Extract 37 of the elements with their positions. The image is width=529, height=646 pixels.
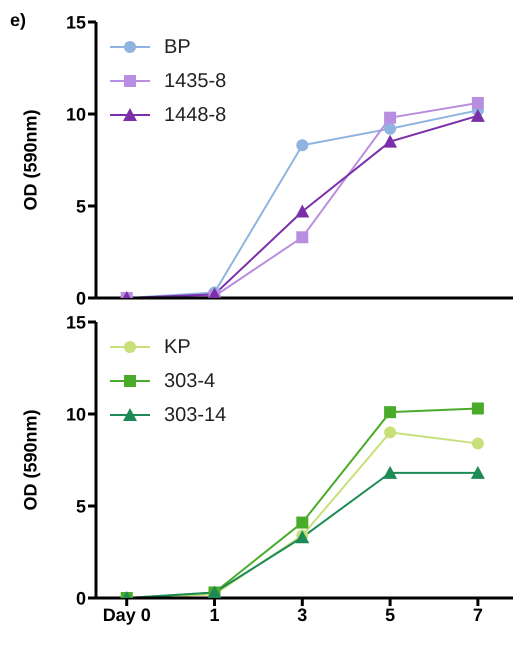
point bbox=[472, 437, 484, 450]
x-tick-label: 5 bbox=[385, 604, 396, 625]
y-tick-label: 10 bbox=[66, 104, 86, 124]
point bbox=[384, 112, 396, 124]
legend-label: 303-14 bbox=[164, 404, 226, 426]
y-axis-title: OD (590nm) bbox=[20, 409, 40, 511]
point bbox=[472, 96, 484, 109]
legend-label: 303-4 bbox=[164, 370, 216, 392]
point bbox=[472, 402, 484, 414]
point bbox=[383, 466, 398, 479]
point bbox=[470, 108, 485, 122]
point bbox=[384, 406, 396, 418]
y-tick-label: 5 bbox=[76, 496, 86, 516]
point bbox=[470, 466, 485, 479]
point bbox=[296, 231, 308, 244]
text: e) bbox=[10, 10, 26, 31]
y-tick-label: 15 bbox=[66, 312, 86, 332]
y-tick-label: 0 bbox=[76, 288, 86, 308]
x-tick-label: 3 bbox=[297, 604, 308, 625]
y-tick-label: 10 bbox=[66, 404, 86, 424]
legend-label: 1448-8 bbox=[164, 104, 226, 126]
y-axis-title: OD (590nm) bbox=[20, 109, 40, 211]
point bbox=[384, 426, 396, 438]
legend-label: BP bbox=[164, 36, 191, 58]
x-tick-label: 1 bbox=[210, 604, 220, 625]
point bbox=[295, 204, 310, 218]
y-tick-label: 15 bbox=[66, 12, 86, 32]
point bbox=[296, 139, 308, 152]
point bbox=[384, 122, 396, 135]
legend-label: 1435-8 bbox=[164, 70, 226, 92]
y-tick-label: 5 bbox=[76, 196, 86, 216]
y-tick-label: 0 bbox=[76, 588, 86, 608]
legend-label: KP bbox=[164, 336, 191, 358]
point bbox=[383, 134, 398, 148]
x-tick-label: Day 0 bbox=[102, 604, 151, 625]
x-tick-label: 7 bbox=[472, 604, 483, 625]
point bbox=[296, 516, 308, 529]
